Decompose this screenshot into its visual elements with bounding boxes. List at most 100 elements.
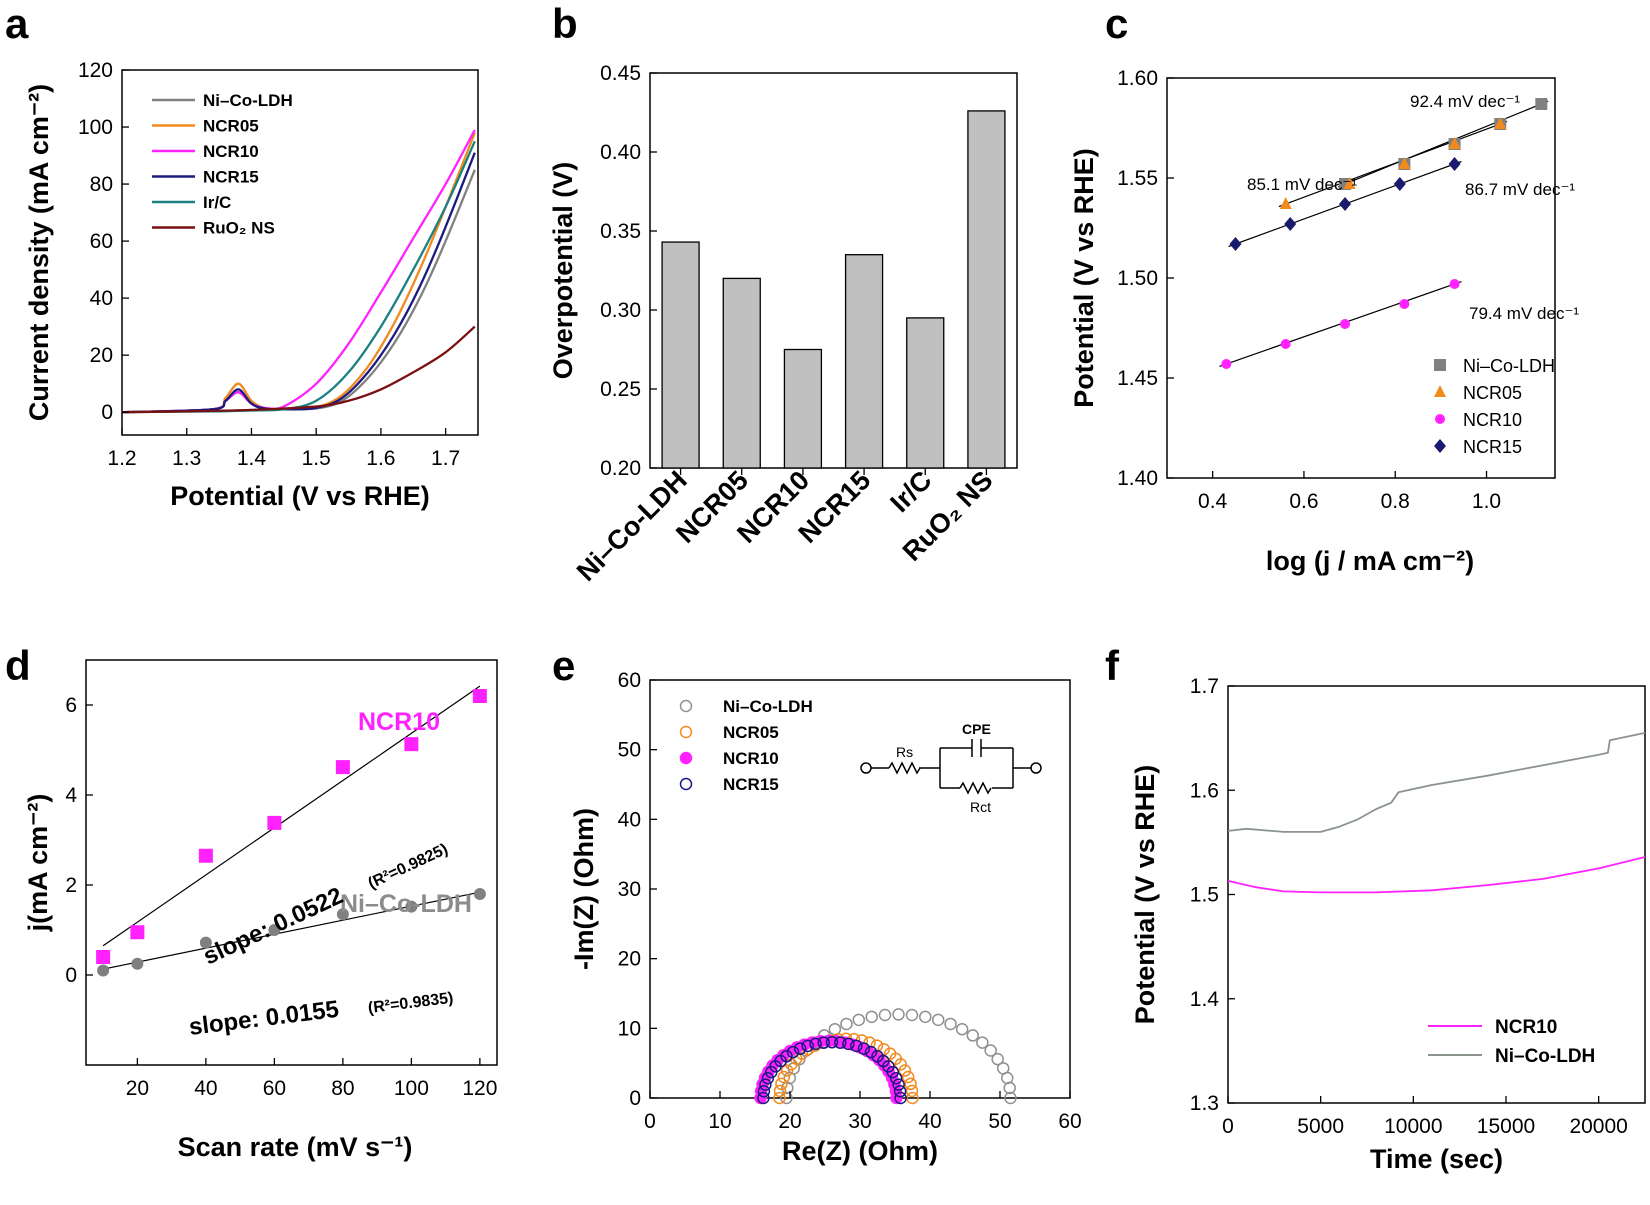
c-ytick-label: 1.40 [1117,467,1158,490]
a-series-line [121,132,476,414]
e-legend-marker [679,725,693,739]
b-category-label: Ir/C [884,465,937,518]
e-ytick-label: 40 [618,808,641,831]
e-point [892,1078,905,1091]
e-point [759,1078,772,1091]
e-xlabel: Re(Z) (Ohm) [782,1136,938,1166]
b-bar [722,277,761,469]
a-xlabel: Potential (V vs RHE) [170,481,430,511]
f-xtick-label: 10000 [1384,1115,1442,1138]
e-point [865,1010,878,1024]
a-xtick-label: 1.3 [172,447,201,470]
e-xtick-label: 40 [918,1110,941,1133]
d-xtick-label: 60 [263,1077,286,1100]
e-point [817,1036,830,1049]
a-xtick-label: 1.7 [431,447,460,470]
c-legend-label: NCR15 [1463,437,1522,457]
e-point [889,1071,903,1085]
b-ytick-label: 0.45 [600,62,641,85]
d-ylabel: j(mA cm⁻²) [23,794,53,933]
b-bar [783,348,823,469]
b-bar [906,317,945,469]
c-ytick-label: 1.45 [1117,367,1158,390]
e-circuit-resistor-rct [959,781,992,795]
f-ytick-label: 1.6 [1190,779,1219,802]
c-point [1494,117,1507,129]
e-circuit-resistor-rs [888,761,921,775]
e-point [894,1091,907,1105]
c-point [1343,177,1356,189]
e-circuit-cpe [971,739,982,757]
e-legend-marker [679,751,693,765]
d-point [404,737,419,752]
c-point [1280,339,1291,349]
c-slope-annotation: 86.7 mV dec⁻¹ [1465,180,1575,199]
e-point [757,1091,770,1105]
e-point [919,1010,932,1024]
e-legend-marker [679,777,693,791]
e-point [775,1077,788,1091]
f-ytick-label: 1.4 [1190,988,1220,1011]
d-label-nico: Ni–Co-LDH [340,890,472,918]
c-xtick-label: 0.8 [1381,490,1410,513]
panel-letter-c: c [1105,0,1128,47]
e-circuit-rct-label: Rct [970,799,991,815]
a-legend-label: Ni–Co-LDH [203,91,293,110]
c-legend-marker [1435,414,1445,424]
a-series-line [121,325,476,414]
e-point [1004,1091,1017,1105]
panel-letter-f: f [1105,642,1120,689]
e-point [944,1017,957,1031]
f-series-line [1227,732,1646,833]
d-slope-ncr10: slope: 0.0522 [199,882,347,970]
e-legend-label: NCR15 [723,775,779,794]
c-slope-annotation: 92.4 mV dec⁻¹ [1410,92,1520,111]
d-point [472,689,487,703]
b-ytick-label: 0.30 [600,299,641,322]
b-bar [844,254,884,469]
a-xtick-label: 1.4 [237,447,267,470]
c-legend-label: NCR05 [1463,383,1522,403]
e-point [991,1052,1004,1066]
c-xtick-label: 0.4 [1198,490,1228,513]
e-circuit-cpe-label: CPE [962,721,991,737]
c-legend-label: NCR10 [1463,410,1522,430]
e-point [809,1037,822,1051]
e-point [877,1043,891,1056]
e-point [906,1091,919,1105]
a-xtick-label: 1.5 [302,447,331,470]
a-ytick-label: 60 [90,230,113,253]
d-label-ncr10: NCR10 [358,708,440,736]
e-legend-marker [679,699,693,713]
a-series-line [121,140,476,414]
e-point [904,1077,917,1091]
c-legend-marker [1434,439,1446,453]
d-xtick-label: 20 [126,1077,149,1100]
a-legend-label: RuO₂ NS [203,219,275,238]
f-xtick-label: 5000 [1297,1115,1344,1138]
a-xtick-label: 1.2 [107,447,136,470]
e-point [894,1058,907,1071]
e-point [834,1036,847,1049]
e-point [898,1064,912,1077]
b-ylabel: Overpotential (V) [548,162,578,380]
e-point [801,1039,814,1053]
e-xtick-label: 30 [848,1110,871,1133]
f-xlabel: Time (sec) [1370,1144,1503,1174]
a-plot-frame [121,69,479,436]
d-slope-nico-group: slope: 0.0155 (R²=0.9835) [187,990,454,1041]
a-legend-label: Ir/C [203,193,231,212]
a-series-line [121,152,476,414]
e-circuit-terminal [1030,762,1042,774]
e-point [966,1029,980,1042]
d-fit-line [102,685,481,947]
c-xtick-label: 1.0 [1472,490,1501,513]
e-point [890,1091,903,1105]
c-point [1398,157,1411,169]
c-ytick-label: 1.50 [1117,267,1158,290]
e-point [825,1036,839,1049]
c-point [1279,197,1292,209]
e-legend-label: NCR10 [723,749,779,768]
a-ytick-label: 40 [90,287,113,310]
